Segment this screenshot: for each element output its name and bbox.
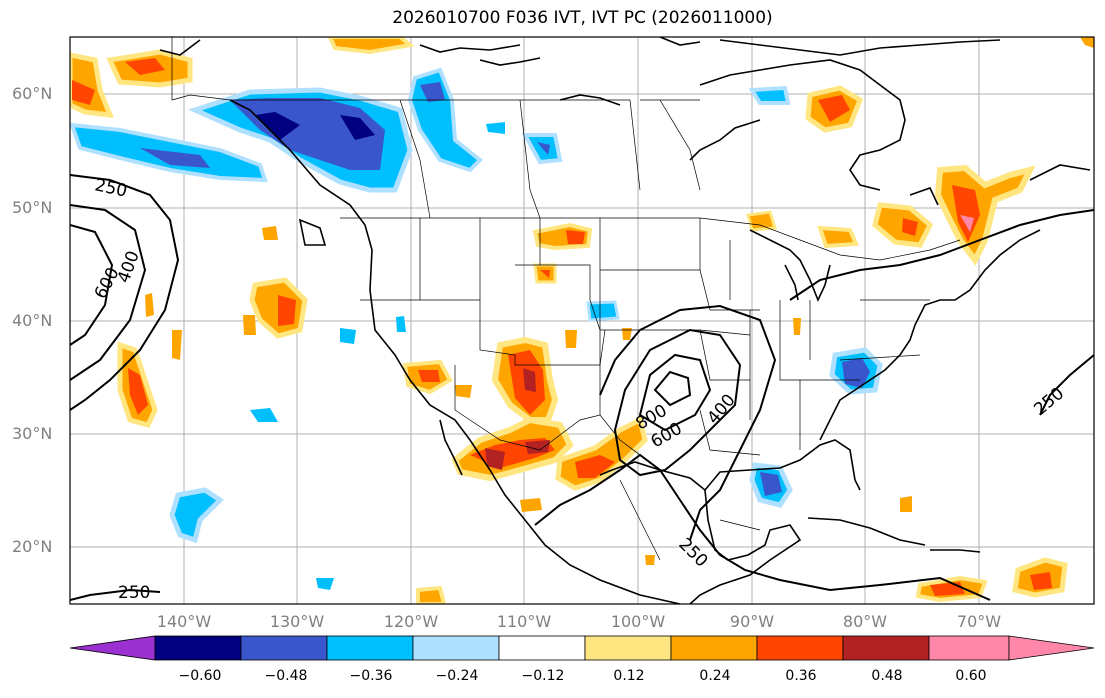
colorbar-tick-label: −0.48 (264, 668, 308, 684)
lon-label: 130°W (269, 612, 325, 631)
colorbar-bin (240, 635, 328, 661)
colorbar-tick-label: −0.24 (435, 668, 479, 684)
colorbar-bin (584, 635, 672, 661)
colorbar-bin (326, 635, 414, 661)
lat-label: 60°N (12, 84, 53, 103)
lon-label: 100°W (610, 612, 666, 631)
ivt-contours (70, 174, 1094, 601)
contour-label: 250 (118, 583, 150, 603)
lon-label: 80°W (842, 612, 888, 631)
lat-label: 40°N (12, 311, 53, 330)
colorbar-tick-label: −0.60 (178, 668, 222, 684)
colorbar-bin (498, 635, 586, 661)
lon-label: 120°W (383, 612, 439, 631)
colorbar-tick-label: 0.24 (699, 668, 731, 684)
political-borders (171, 37, 961, 561)
contour-label: 250 (93, 175, 129, 201)
lat-label: 20°N (12, 537, 53, 556)
contour-label: 250 (674, 534, 711, 571)
colorbar-bin (412, 635, 500, 661)
colorbar-tick-label: −0.12 (521, 668, 565, 684)
negative-anomaly-fill (70, 67, 883, 590)
lon-label: 70°W (956, 612, 1002, 631)
graticule (70, 37, 1094, 604)
contour-label: 400 (114, 248, 144, 285)
colorbar-tick-label: 0.48 (871, 668, 903, 684)
positive-anomaly-fill (70, 37, 1094, 604)
colorbar-bin (670, 635, 758, 661)
colorbar-tick-label: 0.60 (955, 668, 987, 684)
lon-label: 110°W (496, 612, 552, 631)
lon-label: 90°W (729, 612, 775, 631)
colorbar-low-extension (69, 635, 156, 661)
colorbar-bin (154, 635, 242, 661)
map-frame (69, 36, 1095, 605)
lat-label: 30°N (12, 424, 53, 443)
colorbar-high-extension (1008, 635, 1095, 661)
contour-label: 400 (704, 390, 740, 428)
lat-label: 50°N (12, 198, 53, 217)
colorbar-bin (756, 635, 844, 661)
contour-label: 250 (1030, 384, 1068, 420)
colorbar-tick-label: 0.12 (613, 668, 645, 684)
colorbar-tick-label: −0.36 (349, 668, 393, 684)
colorbar-bin (842, 635, 930, 661)
map-title: 2026010700 F036 IVT, IVT PC (2026011000) (392, 8, 773, 28)
colorbar-bin (928, 635, 1010, 661)
colorbar-tick-label: 0.36 (785, 668, 817, 684)
colorbar (69, 635, 1095, 661)
lon-label: 140°W (156, 612, 212, 631)
